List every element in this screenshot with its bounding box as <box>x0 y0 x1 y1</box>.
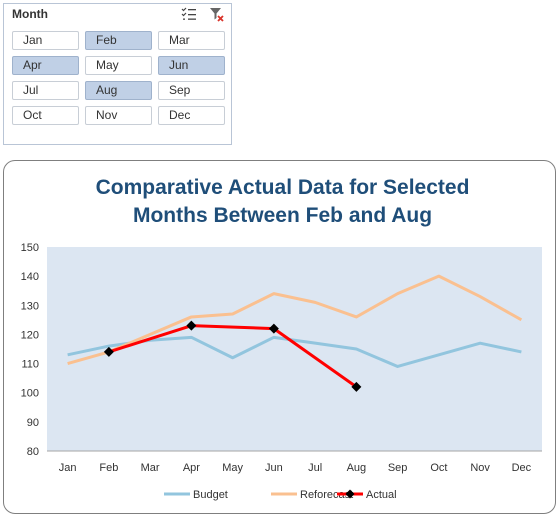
series-reforecast <box>67 274 523 366</box>
slicer-item-jul[interactable]: Jul <box>12 81 79 100</box>
y-tick-label: 80 <box>27 446 39 458</box>
data-point-marker <box>268 323 279 334</box>
slicer-item-aug[interactable]: Aug <box>85 81 152 100</box>
legend-label: Reforecast <box>300 489 353 501</box>
data-point-marker <box>351 381 362 392</box>
slicer-item-mar[interactable]: Mar <box>158 31 225 50</box>
x-tick-label: Nov <box>470 462 490 474</box>
month-slicer: Month Jan Feb Mar Apr May Jun Jul Aug Sep <box>3 3 232 145</box>
x-tick-label: Jan <box>59 462 77 474</box>
x-tick-label: Sep <box>388 462 408 474</box>
x-tick-label: Apr <box>183 462 200 474</box>
slicer-item-dec[interactable]: Dec <box>158 106 225 125</box>
y-tick-label: 130 <box>21 300 39 312</box>
slicer-item-may[interactable]: May <box>85 56 152 75</box>
x-tick-label: Dec <box>512 462 532 474</box>
slicer-item-oct[interactable]: Oct <box>12 106 79 125</box>
slicer-item-grid: Jan Feb Mar Apr May Jun Jul Aug Sep Oct Nov Dec <box>12 31 232 131</box>
chart-title-line-2: Months Between Feb and Aug <box>132 204 433 227</box>
chart-title-line-1: Comparative Actual Data for Selected <box>95 176 470 199</box>
chart-frame: Comparative Actual Data for Selected Mon… <box>3 160 556 514</box>
legend-item-reforecast: Reforecast <box>271 489 353 501</box>
clear-filter-icon[interactable] <box>209 7 225 22</box>
slicer-item-apr[interactable]: Apr <box>12 56 79 75</box>
slicer-item-jan[interactable]: Jan <box>12 31 79 50</box>
y-tick-label: 140 <box>21 271 39 283</box>
x-tick-label: Aug <box>347 462 367 474</box>
slicer-icons <box>181 7 225 22</box>
y-tick-label: 100 <box>21 388 39 400</box>
slicer-item-nov[interactable]: Nov <box>85 106 152 125</box>
x-tick-label: Mar <box>141 462 160 474</box>
y-tick-label: 150 <box>21 242 39 254</box>
x-tick-label: Oct <box>430 462 447 474</box>
y-tick-label: 90 <box>27 417 39 429</box>
legend-item-budget: Budget <box>164 489 228 501</box>
series-line-reforecast <box>67 274 523 366</box>
multi-select-icon[interactable] <box>181 7 197 21</box>
series-line-actual <box>108 324 358 389</box>
y-tick-label: 110 <box>21 359 39 371</box>
legend-label: Actual <box>366 489 397 501</box>
slicer-item-jun[interactable]: Jun <box>158 56 225 75</box>
data-point-marker <box>103 346 114 357</box>
x-tick-label: Feb <box>99 462 118 474</box>
slicer-title: Month <box>12 7 48 21</box>
x-tick-label: May <box>222 462 243 474</box>
legend-label: Budget <box>193 489 228 501</box>
slicer-item-feb[interactable]: Feb <box>85 31 152 50</box>
y-tick-label: 120 <box>21 329 39 341</box>
legend-item-actual: Actual <box>337 489 397 501</box>
data-point-marker <box>186 320 197 331</box>
x-tick-label: Jun <box>265 462 283 474</box>
series-actual <box>103 320 362 392</box>
x-tick-label: Jul <box>308 462 322 474</box>
slicer-header: Month <box>4 4 231 24</box>
line-chart: 80 90 100 110 120 130 140 150 Jan Feb Mar Apr May Jun… <box>21 242 542 501</box>
legend-marker <box>345 489 355 499</box>
slicer-item-sep[interactable]: Sep <box>158 81 225 100</box>
